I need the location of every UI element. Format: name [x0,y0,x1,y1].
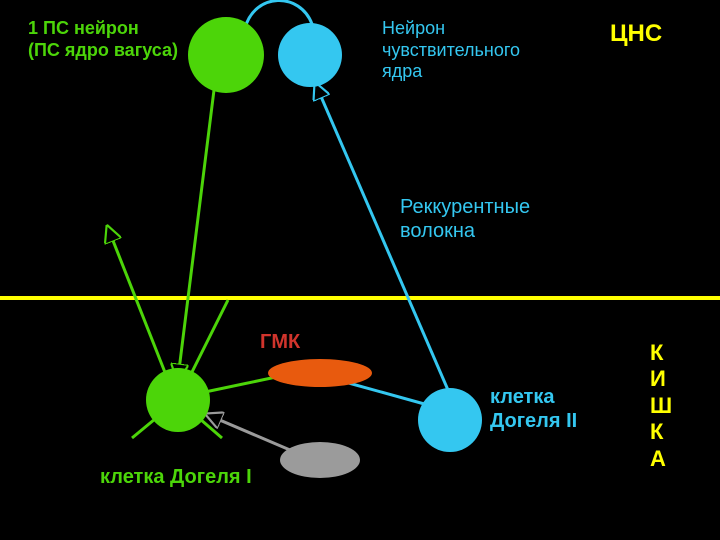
label-sens_neuron: Нейрон чувствительного ядра [382,18,520,83]
node-gray_ell [280,442,360,478]
dogiel2-to-gmk [345,382,428,405]
label-cns: ЦНС [610,20,662,49]
gray-to-dogiel1 [208,415,290,450]
node-sens_neuron [278,23,342,87]
label-dogiel2: клетка Догеля II [490,385,577,433]
label-ps_neuron: 1 ПС нейрон (ПС ядро вагуса) [28,18,178,61]
dogiel1-up-left [108,228,168,380]
node-dogiel2 [418,388,482,452]
node-ps_neuron [188,17,264,93]
label-gut: К И Ш К А [650,340,672,472]
dogiel1-up-right [188,300,228,380]
node-gmk [268,359,372,387]
label-gmk: ГМК [260,330,300,354]
ps-to-dogiel1 [178,90,214,378]
node-dogiel1 [146,368,210,432]
label-dogiel1: клетка Догеля I [100,465,252,489]
ps-to-sens-arc [245,0,312,28]
label-recurrent: Реккурентные волокна [400,195,530,243]
diagram-canvas [0,0,720,540]
